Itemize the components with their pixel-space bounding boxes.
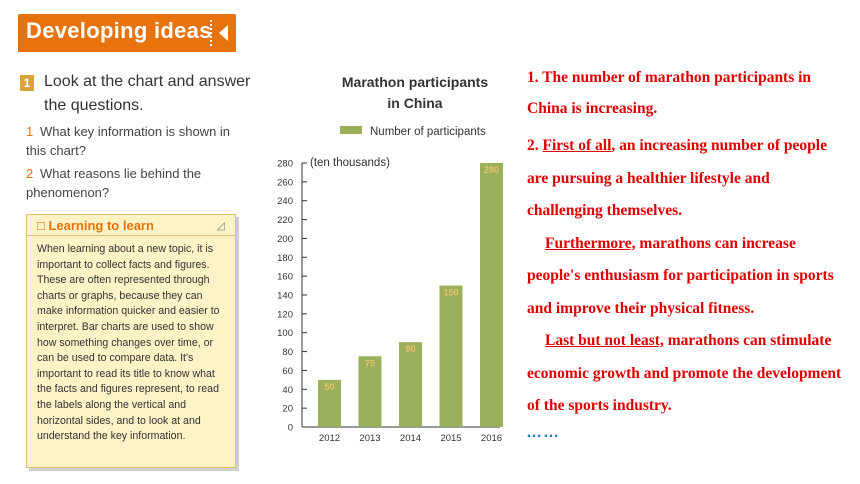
y-tick-label: 80 <box>282 347 293 358</box>
y-tick-label: 40 <box>282 385 293 396</box>
bar-chart: Marathon participants in China Number of… <box>277 74 503 444</box>
chart-title-line1: Marathon participants <box>342 74 488 90</box>
underlined-phrase: Last but not least, <box>545 332 664 349</box>
section-title: Developing ideas <box>26 18 212 43</box>
legend-label: Number of participants <box>370 126 486 138</box>
question-1: 1 What key information is shown in this c… <box>26 122 246 160</box>
y-tick-label: 180 <box>277 253 293 264</box>
y-tick-label: 120 <box>277 309 293 320</box>
data-label: 90 <box>405 344 415 354</box>
y-tick-label: 60 <box>282 366 293 377</box>
y-tick-label: 260 <box>277 177 293 188</box>
bar <box>399 342 422 427</box>
box-header: □ Learning to learn ◿ <box>27 215 235 236</box>
y-tick-label: 200 <box>277 234 293 245</box>
pencil-icon: ◿ <box>216 220 225 232</box>
x-tick-label: 2015 <box>440 433 461 444</box>
x-tick-label: 2014 <box>400 433 421 444</box>
data-label: 150 <box>443 288 458 298</box>
question-text: What reasons lie behind the phenomenon? <box>26 166 202 200</box>
answer-2: 2. First of all, an increasing number of… <box>527 137 842 414</box>
back-arrow-icon[interactable] <box>219 25 228 41</box>
bar <box>439 285 463 427</box>
y-tick-label: 160 <box>277 272 293 283</box>
task-title: Look at the chart and answer the questio… <box>44 73 251 114</box>
y-tick-label: 140 <box>277 291 293 302</box>
y-tick-label: 100 <box>277 328 293 339</box>
x-tick-label: 2016 <box>481 433 502 444</box>
question-text: What key information is shown in this ch… <box>26 124 231 158</box>
learning-to-learn-box: □ Learning to learn ◿ When learning abou… <box>26 214 236 468</box>
question-number: 2 <box>26 166 34 181</box>
bar <box>318 379 341 427</box>
y-tick-label: 220 <box>277 215 293 226</box>
box-title: □ Learning to learn <box>37 218 154 233</box>
data-label: 50 <box>324 382 334 392</box>
y-tick-label: 20 <box>282 404 293 415</box>
underlined-phrase: First of all <box>542 137 612 154</box>
x-tick-label: 2013 <box>359 433 380 444</box>
bar <box>480 163 503 427</box>
question-number: 1 <box>26 124 34 139</box>
legend-swatch <box>340 126 362 134</box>
y-tick-label: 280 <box>277 159 293 170</box>
x-tick-label: 2012 <box>319 433 340 444</box>
answer-1: 1. The number of marathon participants i… <box>527 69 812 117</box>
chart-title-line2: in China <box>387 95 442 111</box>
question-2: 2 What reasons lie behind the phenomenon? <box>26 164 246 202</box>
y-tick-label: 240 <box>277 196 293 207</box>
y-tick-label: 0 <box>288 423 293 434</box>
data-label: 75 <box>365 358 375 368</box>
section-header <box>18 14 236 52</box>
step-badge: 1 <box>20 75 34 91</box>
underlined-phrase: Furthermore, <box>545 234 636 252</box>
header-divider <box>210 20 212 46</box>
data-label: 280 <box>484 165 499 175</box>
box-text: When learning about a new topic, it is i… <box>37 243 220 443</box>
unit-label: (ten thousands) <box>310 157 390 169</box>
ellipsis: …… <box>526 424 560 441</box>
bar <box>358 356 382 427</box>
